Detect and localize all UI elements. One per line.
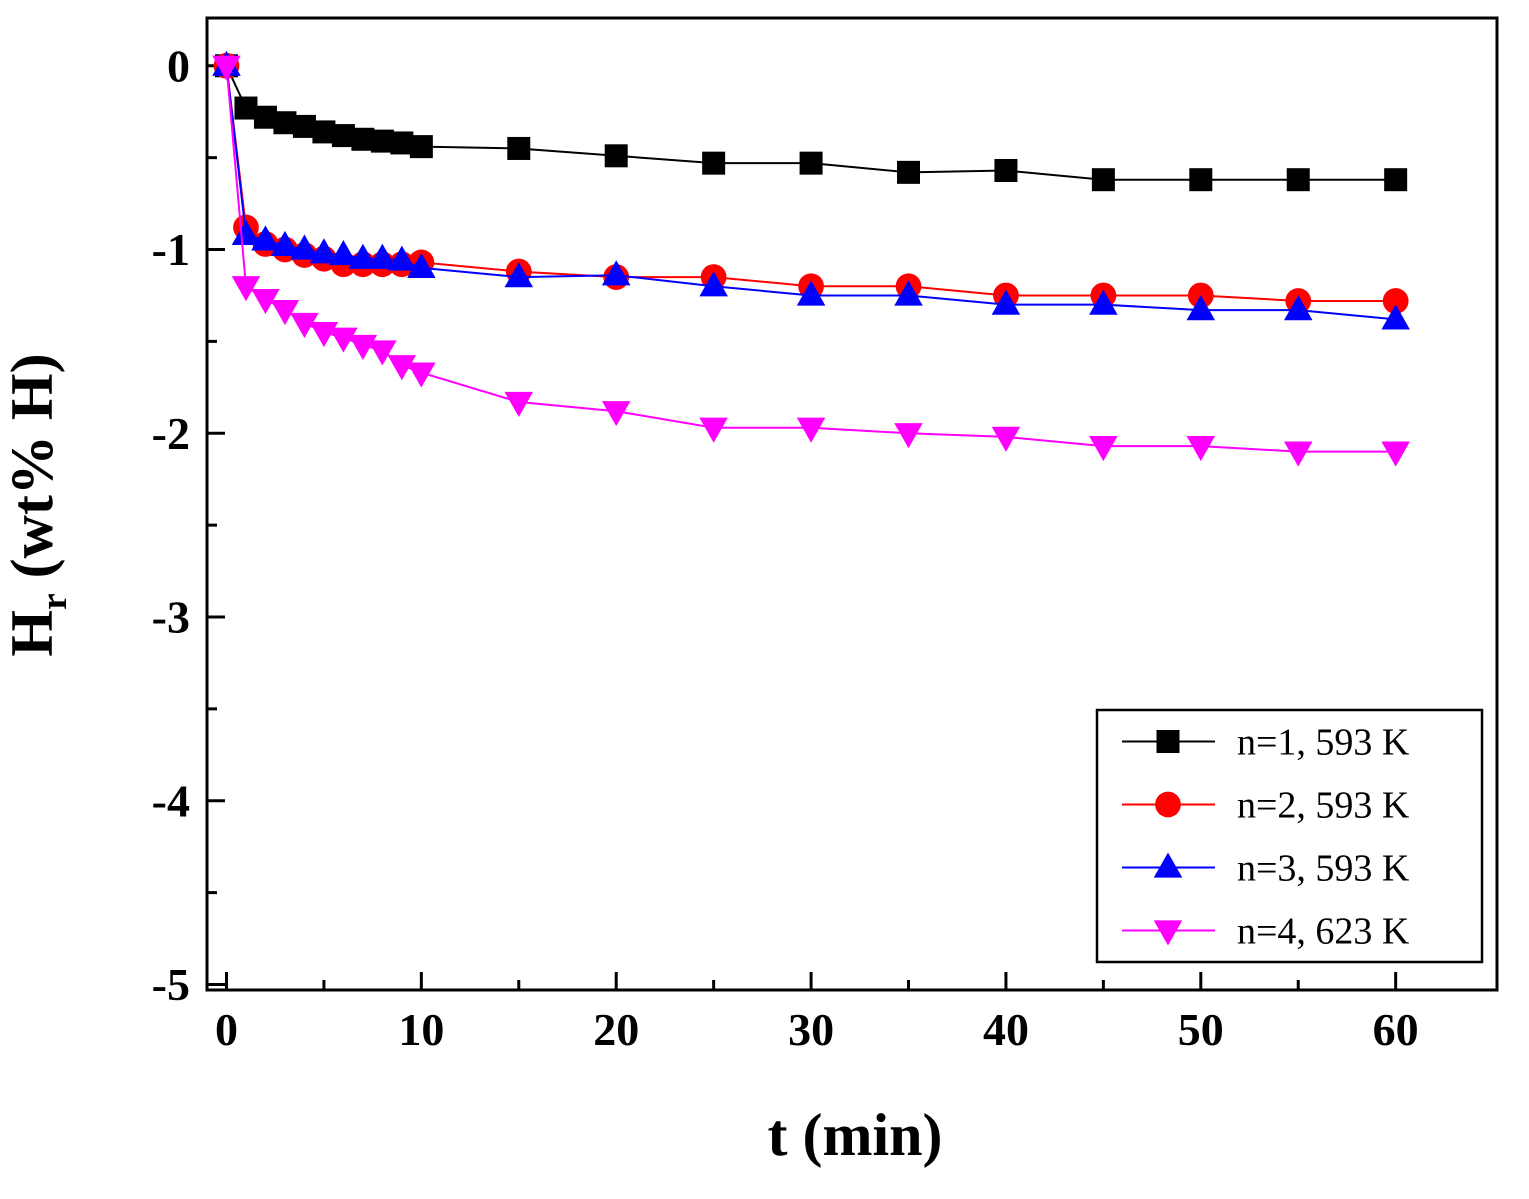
marker-square — [253, 105, 277, 129]
marker-triangle-down — [699, 417, 728, 443]
marker-triangle-up — [348, 243, 378, 269]
plot-frame — [205, 16, 1499, 992]
x-tick-label: 0 — [215, 1004, 238, 1055]
marker-triangle-up — [387, 245, 417, 271]
marker-square — [370, 129, 394, 153]
legend-label: n=1, 593 K — [1237, 721, 1410, 763]
marker-triangle-down — [1381, 441, 1410, 467]
marker-square — [507, 136, 531, 160]
marker-triangle-down — [387, 355, 417, 381]
marker-triangle-down — [368, 340, 397, 366]
y-tick-label: -2 — [152, 408, 190, 459]
marker-triangle-up — [1153, 852, 1183, 878]
x-tick-label: 60 — [1373, 1004, 1419, 1055]
marker-triangle-up — [699, 271, 728, 297]
marker-triangle-down — [796, 417, 826, 443]
data-series-2 — [213, 52, 1409, 314]
legend-label: n=3, 593 K — [1237, 847, 1410, 889]
data-series-3 — [212, 50, 1410, 330]
marker-triangle-up — [407, 252, 436, 279]
x-tick-label: 50 — [1178, 1004, 1224, 1055]
marker-square — [897, 160, 921, 184]
y-tick-label: -1 — [152, 224, 190, 275]
legend-item-4: n=4, 623 K — [1122, 910, 1410, 952]
marker-triangle-down — [231, 276, 261, 302]
marker-triangle-down — [290, 312, 319, 338]
y-tick-label: -3 — [152, 592, 190, 643]
marker-triangle-up — [368, 243, 397, 269]
tick-labels: 0 10 20 30 40 50 60 0 -1 -2 -3 -4 -5 — [152, 40, 1419, 1055]
y-tick-label: -5 — [152, 959, 190, 1010]
marker-triangle-down — [212, 55, 241, 81]
marker-triangle-down — [270, 300, 300, 326]
marker-triangle-up — [601, 260, 631, 286]
marker-triangle-down — [329, 327, 358, 353]
data-series-4 — [212, 55, 1410, 467]
marker-square — [604, 144, 628, 168]
marker-triangle-down — [1283, 441, 1313, 467]
marker-triangle-up — [894, 280, 923, 306]
marker-square — [292, 114, 316, 138]
y-tick-label: -4 — [152, 775, 190, 826]
marker-square — [312, 120, 336, 144]
marker-triangle-up — [504, 262, 534, 288]
x-tick-label: 40 — [983, 1004, 1029, 1055]
marker-triangle-up — [329, 240, 358, 266]
x-tick-label: 20 — [593, 1004, 639, 1055]
legend: n=1, 593 K n=2, 593 K n=3, 593 K n=4, 623 K — [1095, 708, 1484, 964]
marker-triangle-up — [1186, 295, 1216, 321]
marker-triangle-up — [309, 238, 339, 264]
marker-triangle-up — [1089, 289, 1118, 315]
data-series-1 — [214, 54, 1408, 192]
marker-triangle-up — [991, 289, 1021, 315]
marker-square — [1156, 730, 1180, 753]
marker-triangle-down — [407, 362, 436, 388]
marker-circle — [1155, 791, 1181, 818]
marker-triangle-down — [601, 401, 631, 427]
marker-triangle-up — [796, 280, 826, 306]
marker-triangle-down — [1153, 920, 1183, 946]
x-tick-label: 10 — [398, 1004, 444, 1055]
legend-label: n=2, 593 K — [1237, 784, 1410, 826]
axis-ticks — [207, 64, 1398, 990]
marker-triangle-up — [290, 234, 319, 260]
marker-square — [351, 127, 375, 151]
legend-item-1: n=1, 593 K — [1122, 721, 1410, 763]
marker-circle — [1382, 288, 1409, 314]
x-axis-title: t (min) — [768, 1102, 943, 1168]
marker-triangle-up — [1283, 295, 1313, 321]
marker-square — [1189, 168, 1213, 192]
marker-triangle-down — [991, 426, 1021, 452]
legend-label: n=4, 623 K — [1237, 910, 1410, 952]
marker-square — [1286, 168, 1310, 192]
marker-triangle-up — [1381, 304, 1410, 330]
marker-triangle-down — [1089, 435, 1118, 462]
marker-square — [390, 131, 414, 155]
marker-square — [799, 151, 823, 175]
marker-triangle-up — [251, 225, 280, 251]
marker-triangle-up — [231, 219, 261, 245]
marker-square — [273, 111, 297, 135]
marker-square — [234, 96, 258, 120]
legend-item-3: n=3, 593 K — [1122, 847, 1410, 889]
marker-triangle-down — [1186, 435, 1216, 462]
marker-square — [1384, 168, 1408, 192]
marker-triangle-down — [504, 391, 534, 417]
marker-square — [1091, 168, 1115, 192]
marker-square — [409, 135, 433, 159]
x-tick-label: 30 — [788, 1004, 834, 1055]
marker-triangle-down — [894, 423, 923, 449]
marker-triangle-down — [251, 288, 280, 315]
marker-triangle-up — [270, 230, 300, 256]
y-axis-title: Hr (wt% H) — [0, 353, 75, 656]
marker-square — [702, 151, 726, 175]
marker-square — [994, 159, 1018, 183]
legend-item-2: n=2, 593 K — [1122, 784, 1410, 826]
y-tick-label: 0 — [167, 40, 190, 91]
marker-square — [331, 124, 355, 148]
